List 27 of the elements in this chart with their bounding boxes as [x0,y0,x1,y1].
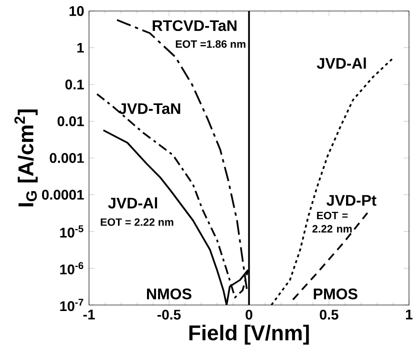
annotation: PMOS [314,288,358,300]
y-tick-label: 10 [70,6,84,16]
y-tick-label: 10$^{-7}$ [60,298,84,312]
annotation: NMOS [147,288,192,300]
annotation: EOT = 2.22 nm [100,218,174,226]
y-tick-label: 10$^{-5}$ [60,225,84,238]
y-tick-label: 0.01 [58,116,84,126]
x-tick-label: 0.5 [320,310,338,320]
y-axis-title: I$_{G}$ [A/cm$^{2}$] [14,109,38,206]
y-tick-label: 10$^{-6}$ [60,262,84,274]
series-label: JVD-TaN [118,103,180,114]
series-label: JVD-Pt [326,195,376,206]
annotation: EOT = 2.22 nm [312,212,352,232]
y-tick-label: 0.1 [65,80,84,90]
y-tick-label: 0.001 [50,153,84,163]
x-axis-title: Field [V/nm] [189,324,309,345]
y-tick-label: 1 [77,42,84,53]
annotation: EOT =1.86 nm [176,40,246,48]
x-tick-label: -1 [83,310,95,320]
x-tick-label: 1 [406,310,412,320]
line-series [292,212,368,300]
x-tick-label: 0 [246,310,252,320]
series-label: RTCVD-TaN [152,20,236,32]
series-label: JVD-Al [316,58,366,69]
x-tick-label: -0.5 [157,310,181,320]
series-label: JVD-Al [108,197,158,209]
y-tick-label: 0.0001 [42,190,84,200]
